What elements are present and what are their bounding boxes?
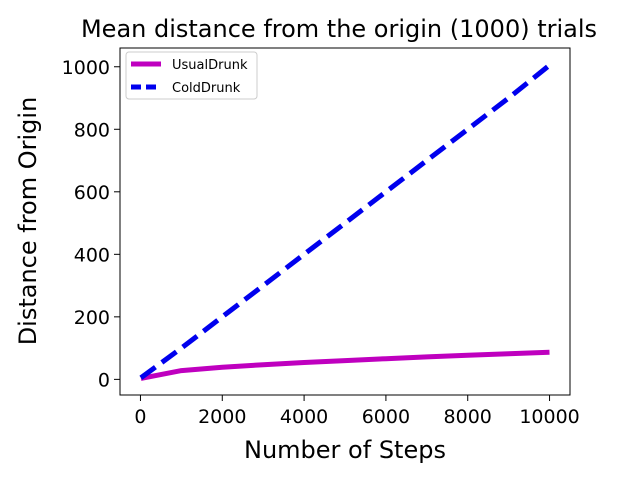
x-tick-label: 0 xyxy=(134,406,146,428)
chart-title: Mean distance from the origin (1000) tri… xyxy=(81,15,597,43)
legend-label: UsualDrunk xyxy=(172,58,248,73)
series-line-colddrunk xyxy=(139,63,552,380)
x-axis: 0 2000 4000 6000 8000 10000 xyxy=(134,395,580,428)
legend-label: ColdDrunk xyxy=(172,81,241,96)
y-axis-label: Distance from Origin xyxy=(14,97,42,346)
y-tick-label: 1000 xyxy=(62,57,110,79)
y-tick-label: 200 xyxy=(74,307,110,329)
y-tick-label: 400 xyxy=(74,244,110,266)
y-tick-label: 800 xyxy=(74,119,110,141)
x-tick-label: 2000 xyxy=(198,406,246,428)
x-axis-label: Number of Steps xyxy=(244,436,446,464)
y-tick-label: 600 xyxy=(74,182,110,204)
y-axis: 0 200 400 600 800 1000 xyxy=(62,57,120,391)
x-tick-label: 10000 xyxy=(519,406,579,428)
y-tick-label: 0 xyxy=(98,369,110,391)
legend: UsualDrunk ColdDrunk xyxy=(125,51,258,100)
series-group xyxy=(139,63,552,381)
plot-area xyxy=(119,47,571,396)
x-tick-label: 6000 xyxy=(362,406,410,428)
x-tick-label: 8000 xyxy=(444,406,492,428)
x-tick-label: 4000 xyxy=(280,406,328,428)
series-line-usualdrunk xyxy=(140,349,550,381)
